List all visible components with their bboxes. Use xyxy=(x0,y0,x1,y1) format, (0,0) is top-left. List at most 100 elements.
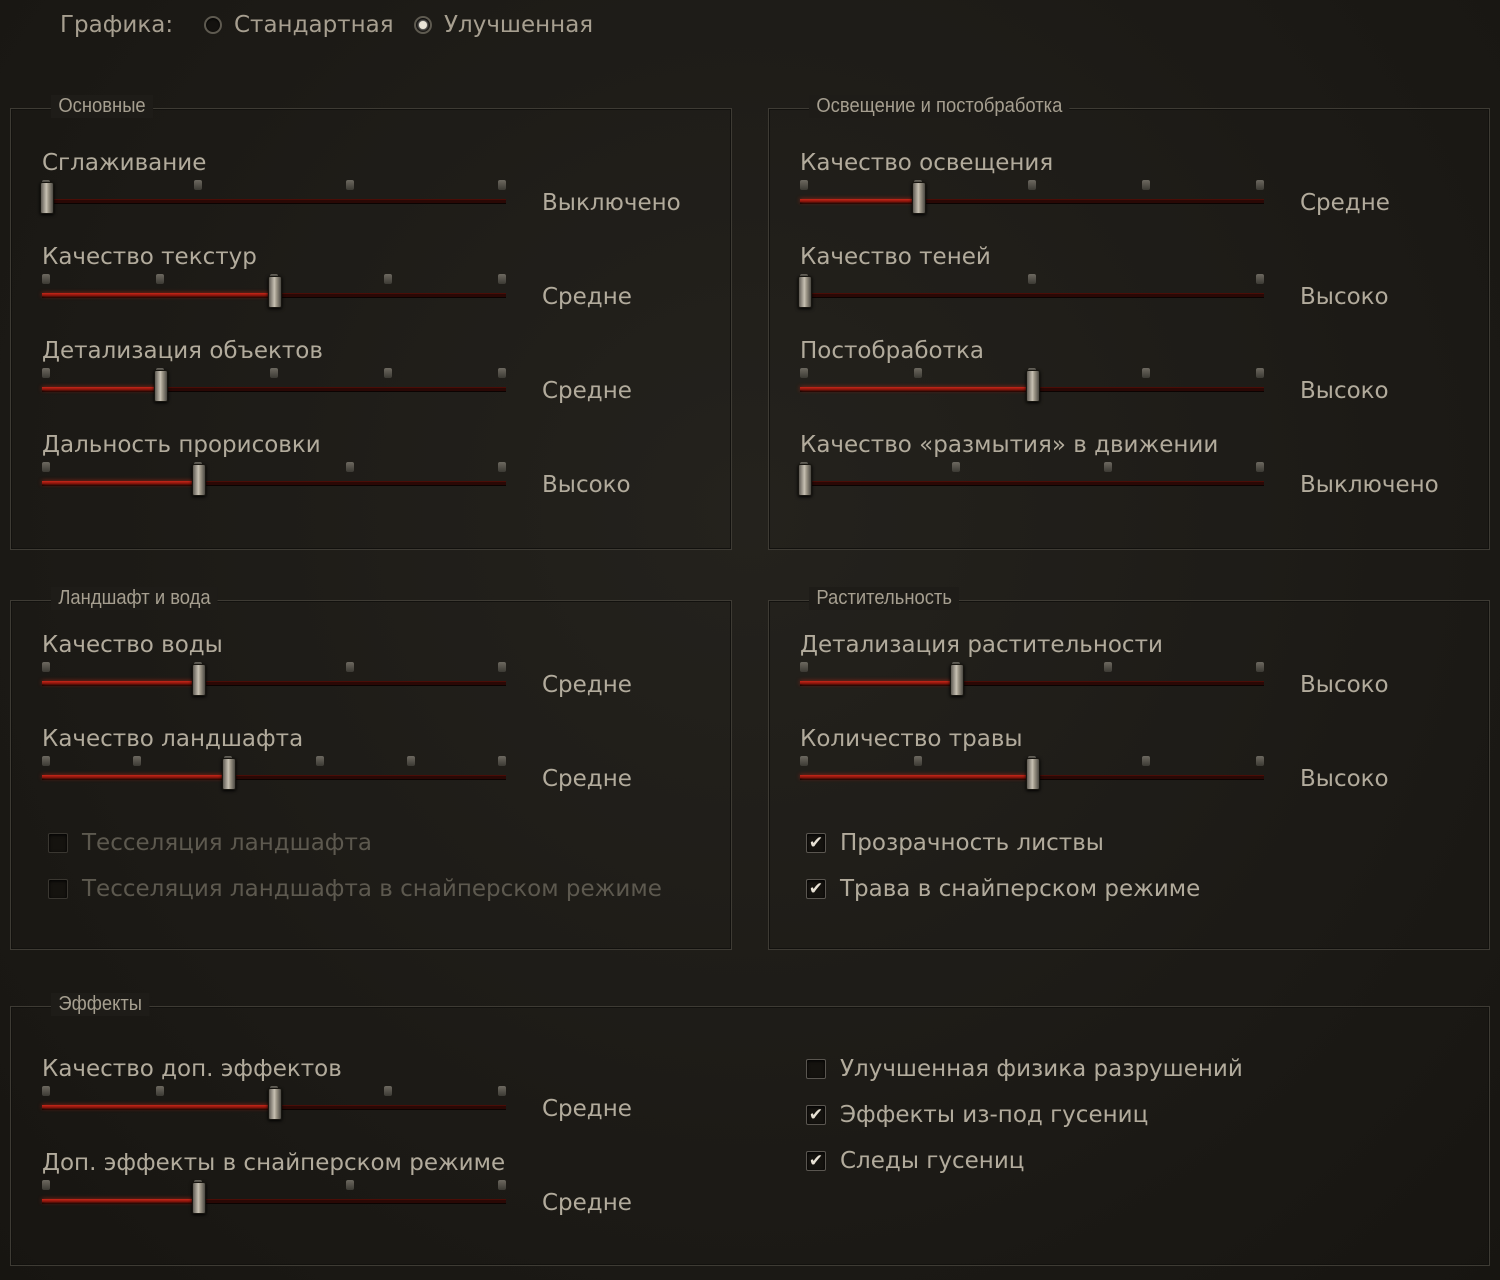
graphics-improved-label: Улучшенная xyxy=(444,12,594,38)
setting-basic-0: Сглаживание Выключено xyxy=(40,150,702,230)
slider-thumb[interactable] xyxy=(268,1088,282,1120)
checkbox-effects-2[interactable]: ✔ Следы гусениц xyxy=(806,1148,1024,1174)
quality-slider[interactable] xyxy=(798,274,1276,308)
setting-label: Качество теней xyxy=(800,244,991,270)
slider-tick xyxy=(498,1180,506,1190)
checkbox-empty-icon xyxy=(48,833,68,853)
slider-track xyxy=(800,293,1264,298)
slider-tick xyxy=(270,368,278,378)
slider-tick xyxy=(1256,756,1264,766)
slider-tick xyxy=(42,662,50,672)
checkmark-icon: ✔ xyxy=(806,1105,826,1125)
slider-tick xyxy=(384,1086,392,1096)
panel-title: Основные xyxy=(51,95,154,118)
quality-slider[interactable] xyxy=(42,462,518,496)
slider-track xyxy=(42,199,506,204)
slider-fill xyxy=(42,481,197,484)
slider-tick xyxy=(1104,662,1112,672)
checkbox-label: Тесселяция ландшафта xyxy=(82,830,372,856)
slider-tick xyxy=(133,756,142,766)
setting-value: Средне xyxy=(542,766,632,792)
panel-title: Ландшафт и вода xyxy=(51,587,218,610)
checkmark-icon: ✔ xyxy=(806,879,826,899)
quality-slider[interactable] xyxy=(42,1086,518,1120)
slider-thumb[interactable] xyxy=(798,276,812,308)
slider-thumb[interactable] xyxy=(1026,370,1040,402)
checkbox-vegetation-0[interactable]: ✔ Прозрачность листвы xyxy=(806,830,1104,856)
panel-lighting: Освещение и постобработка xyxy=(768,95,1490,550)
quality-slider[interactable] xyxy=(42,662,518,696)
graphics-label: Графика: xyxy=(60,12,174,38)
panel-landscape: Ландшафт и вода xyxy=(10,587,732,950)
setting-label: Качество освещения xyxy=(800,150,1054,176)
slider-tick xyxy=(1256,662,1264,672)
quality-slider[interactable] xyxy=(800,756,1276,790)
setting-basic-3: Дальность прорисовки Высоко xyxy=(42,432,702,512)
slider-tick xyxy=(498,756,506,766)
setting-label: Детализация объектов xyxy=(42,338,323,364)
slider-tick xyxy=(1028,274,1036,284)
graphics-standard-radio[interactable]: Стандартная xyxy=(204,12,394,38)
slider-tick xyxy=(914,368,922,378)
slider-thumb[interactable] xyxy=(950,664,964,696)
setting-value: Выключено xyxy=(542,190,681,216)
panel-title: Освещение и постобработка xyxy=(809,95,1070,118)
quality-slider[interactable] xyxy=(798,462,1276,496)
slider-track xyxy=(42,1199,506,1204)
setting-value: Высоко xyxy=(1300,766,1389,792)
graphics-standard-label: Стандартная xyxy=(234,12,394,38)
slider-tick xyxy=(1256,274,1264,284)
quality-slider[interactable] xyxy=(800,662,1276,696)
slider-thumb[interactable] xyxy=(798,464,812,496)
panel-vegetation: Растительность xyxy=(768,587,1490,950)
slider-fill xyxy=(42,387,158,390)
quality-slider[interactable] xyxy=(42,274,518,308)
setting-landscape-0: Качество воды Средне xyxy=(42,632,702,712)
slider-tick xyxy=(1028,180,1036,190)
slider-tick xyxy=(1142,180,1150,190)
slider-tick xyxy=(42,462,50,472)
slider-thumb[interactable] xyxy=(1026,758,1040,790)
setting-value: Высоко xyxy=(1300,284,1389,310)
quality-slider[interactable] xyxy=(40,180,518,214)
setting-label: Дальность прорисовки xyxy=(42,432,321,458)
slider-thumb[interactable] xyxy=(40,182,54,214)
slider-thumb[interactable] xyxy=(222,758,237,790)
slider-thumb[interactable] xyxy=(192,664,206,696)
checkbox-label: Прозрачность листвы xyxy=(840,830,1104,856)
quality-slider[interactable] xyxy=(42,756,518,790)
slider-tick xyxy=(1142,756,1150,766)
slider-thumb[interactable] xyxy=(192,464,206,496)
setting-value: Высоко xyxy=(1300,378,1389,404)
slider-fill xyxy=(800,775,1032,778)
setting-lighting-3: Качество «размытия» в движении Выключено xyxy=(798,432,1460,512)
checkbox-vegetation-1[interactable]: ✔ Трава в снайперском режиме xyxy=(806,876,1200,902)
slider-tick xyxy=(346,462,354,472)
checkbox-label: Следы гусениц xyxy=(840,1148,1025,1174)
quality-slider[interactable] xyxy=(800,180,1276,214)
setting-landscape-1: Качество ландшафта Средне xyxy=(42,726,702,806)
checkbox-effects-1[interactable]: ✔ Эффекты из-под гусениц xyxy=(806,1102,1148,1128)
setting-value: Средне xyxy=(542,284,632,310)
quality-slider[interactable] xyxy=(800,368,1276,402)
panel-title: Растительность xyxy=(809,587,960,610)
slider-thumb[interactable] xyxy=(268,276,282,308)
setting-value: Средне xyxy=(542,1190,632,1216)
slider-tick xyxy=(346,180,354,190)
checkbox-effects-0[interactable]: Улучшенная физика разрушений xyxy=(806,1056,1243,1082)
setting-label: Качество текстур xyxy=(42,244,257,270)
slider-thumb[interactable] xyxy=(912,182,926,214)
slider-track xyxy=(800,481,1264,486)
slider-tick xyxy=(1142,368,1150,378)
slider-fill xyxy=(800,199,916,202)
checkmark-icon: ✔ xyxy=(806,1151,826,1171)
setting-basic-2: Детализация объектов Средне xyxy=(42,338,702,418)
setting-label: Постобработка xyxy=(800,338,984,364)
quality-slider[interactable] xyxy=(42,368,518,402)
slider-tick xyxy=(952,462,960,472)
slider-thumb[interactable] xyxy=(154,370,168,402)
slider-thumb[interactable] xyxy=(192,1182,206,1214)
quality-slider[interactable] xyxy=(42,1180,518,1214)
slider-tick xyxy=(346,1180,354,1190)
graphics-improved-radio[interactable]: Улучшенная xyxy=(414,12,593,38)
